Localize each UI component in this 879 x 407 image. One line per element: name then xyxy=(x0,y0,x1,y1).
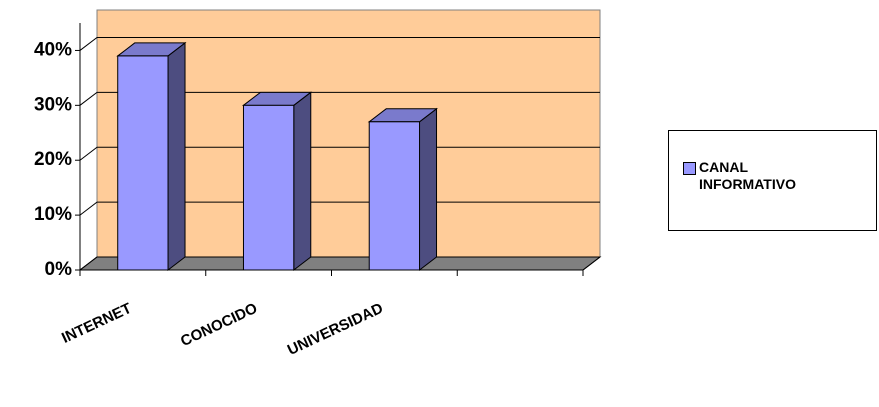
y-tick-label: 0% xyxy=(45,259,73,280)
x-tick-label: INTERNET xyxy=(59,300,134,347)
legend-label: CANAL INFORMATIVO xyxy=(699,159,796,192)
bar-side xyxy=(419,107,438,272)
x-tick-label: UNIVERSIDAD xyxy=(285,300,386,359)
legend-swatch xyxy=(683,162,696,175)
y-tick-label: 30% xyxy=(34,94,72,115)
y-tick-label: 40% xyxy=(34,39,72,60)
bar xyxy=(117,55,169,271)
x-axis-back xyxy=(582,256,601,271)
grid-line xyxy=(79,91,600,106)
bar xyxy=(242,104,295,271)
bar-side xyxy=(293,91,312,272)
bar-side xyxy=(167,41,186,272)
legend: CANAL INFORMATIVO xyxy=(668,130,877,231)
x-tick-label: CONOCIDO xyxy=(178,300,260,350)
grid-line xyxy=(79,36,600,51)
y-tick-label: 20% xyxy=(34,149,72,170)
y-tick-label: 10% xyxy=(34,204,72,225)
bar xyxy=(368,121,421,271)
